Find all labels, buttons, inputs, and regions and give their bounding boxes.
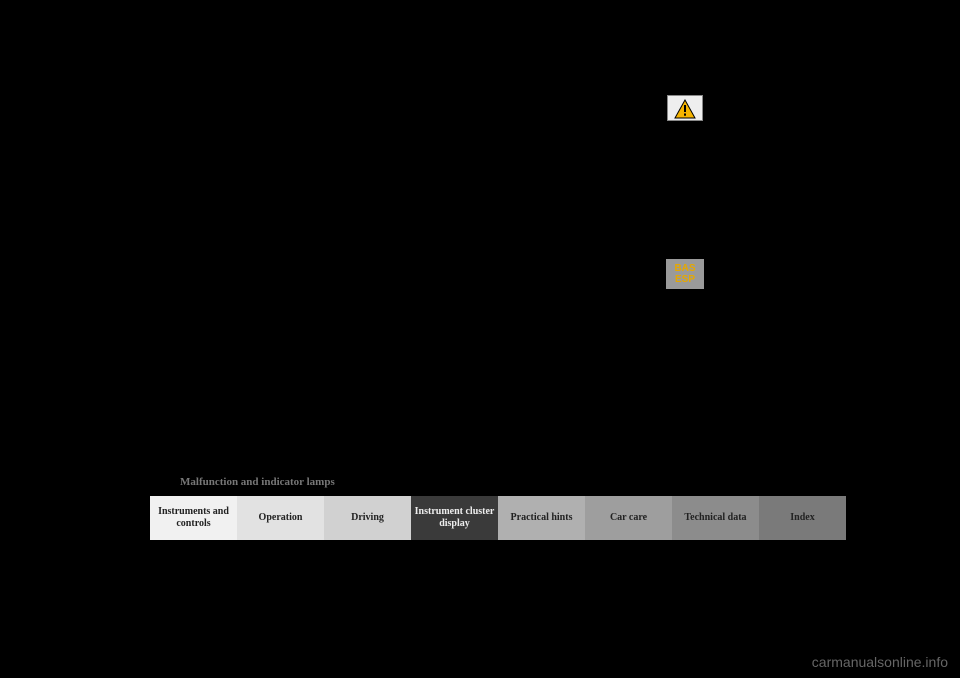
- nav-tabs: Instruments and controlsOperationDriving…: [150, 496, 846, 540]
- nav-tab-5[interactable]: Car care: [585, 496, 672, 540]
- bas-esp-icon-block: BASESP: [520, 259, 850, 289]
- paragraph: The malfunction indicator lamp for the E…: [155, 348, 485, 406]
- bas-esp-icon: BASESP: [666, 259, 703, 289]
- watermark: carmanualsonline.info: [812, 654, 948, 670]
- paragraph: If the charge indicator lamp comes on wh…: [155, 95, 485, 211]
- nav-tab-0[interactable]: Instruments and controls: [150, 496, 237, 540]
- nav-tab-3[interactable]: Instrument cluster display: [411, 496, 498, 540]
- bas-esp-heading: BAS / ESP malfunction indicator lamp: [520, 230, 850, 249]
- left-column: If the charge indicator lamp comes on wh…: [155, 95, 485, 503]
- warning-text: When the malfunction indicator lamp for …: [520, 158, 850, 216]
- page-number: 287: [155, 60, 176, 76]
- right-column: Warning ! When the malfunction indicator…: [520, 95, 850, 542]
- nav-tab-7[interactable]: Index: [759, 496, 846, 540]
- warning-label: Warning !: [520, 129, 850, 149]
- nav-tab-4[interactable]: Practical hints: [498, 496, 585, 540]
- warning-triangle-icon: [667, 95, 703, 121]
- manual-page: 287 Malfunction and indicator lamps If t…: [0, 0, 960, 580]
- paragraph: If the malfunction indicator lamp for th…: [520, 367, 850, 425]
- warning-block: Warning !: [520, 95, 850, 150]
- nav-tab-2[interactable]: Driving: [324, 496, 411, 540]
- nav-tab-6[interactable]: Technical data: [672, 496, 759, 540]
- nav-tab-1[interactable]: Operation: [237, 496, 324, 540]
- page-topic: Malfunction and indicator lamps: [180, 60, 363, 76]
- paragraph: The malfunction indicator lamp for the B…: [520, 299, 850, 357]
- section-label: Malfunction and indicator lamps: [180, 476, 335, 488]
- paragraph: If the ABS malfunction indicator lamp li…: [155, 221, 485, 337]
